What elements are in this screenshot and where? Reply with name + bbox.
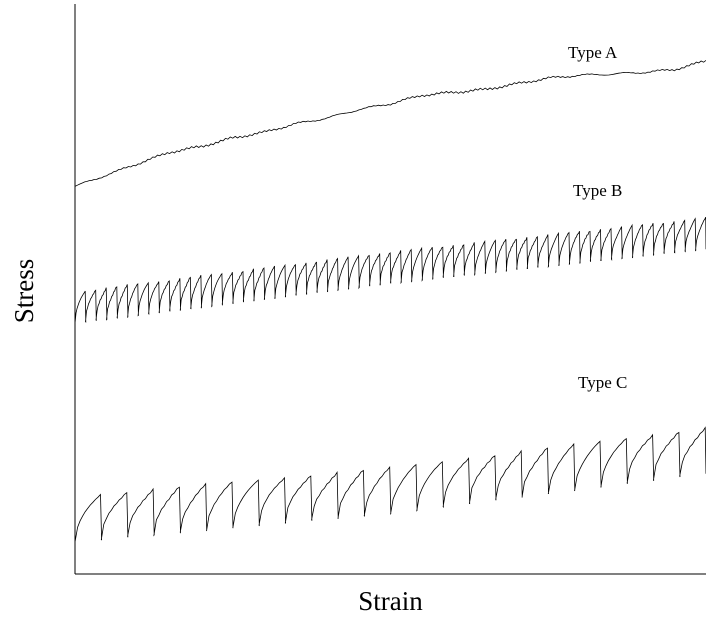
series-line-type-b: [74, 216, 706, 324]
x-axis-label: Strain: [358, 586, 423, 616]
series-line-type-a: [74, 60, 706, 187]
series-line-type-c: [74, 426, 706, 543]
annotation-type-c: Type C: [578, 373, 627, 392]
y-axis-label: Stress: [9, 259, 39, 324]
annotation-type-b: Type B: [573, 181, 622, 200]
series-annotations: Type A Type B Type C: [568, 43, 627, 392]
plot-area: [74, 60, 706, 543]
annotation-type-a: Type A: [568, 43, 618, 62]
